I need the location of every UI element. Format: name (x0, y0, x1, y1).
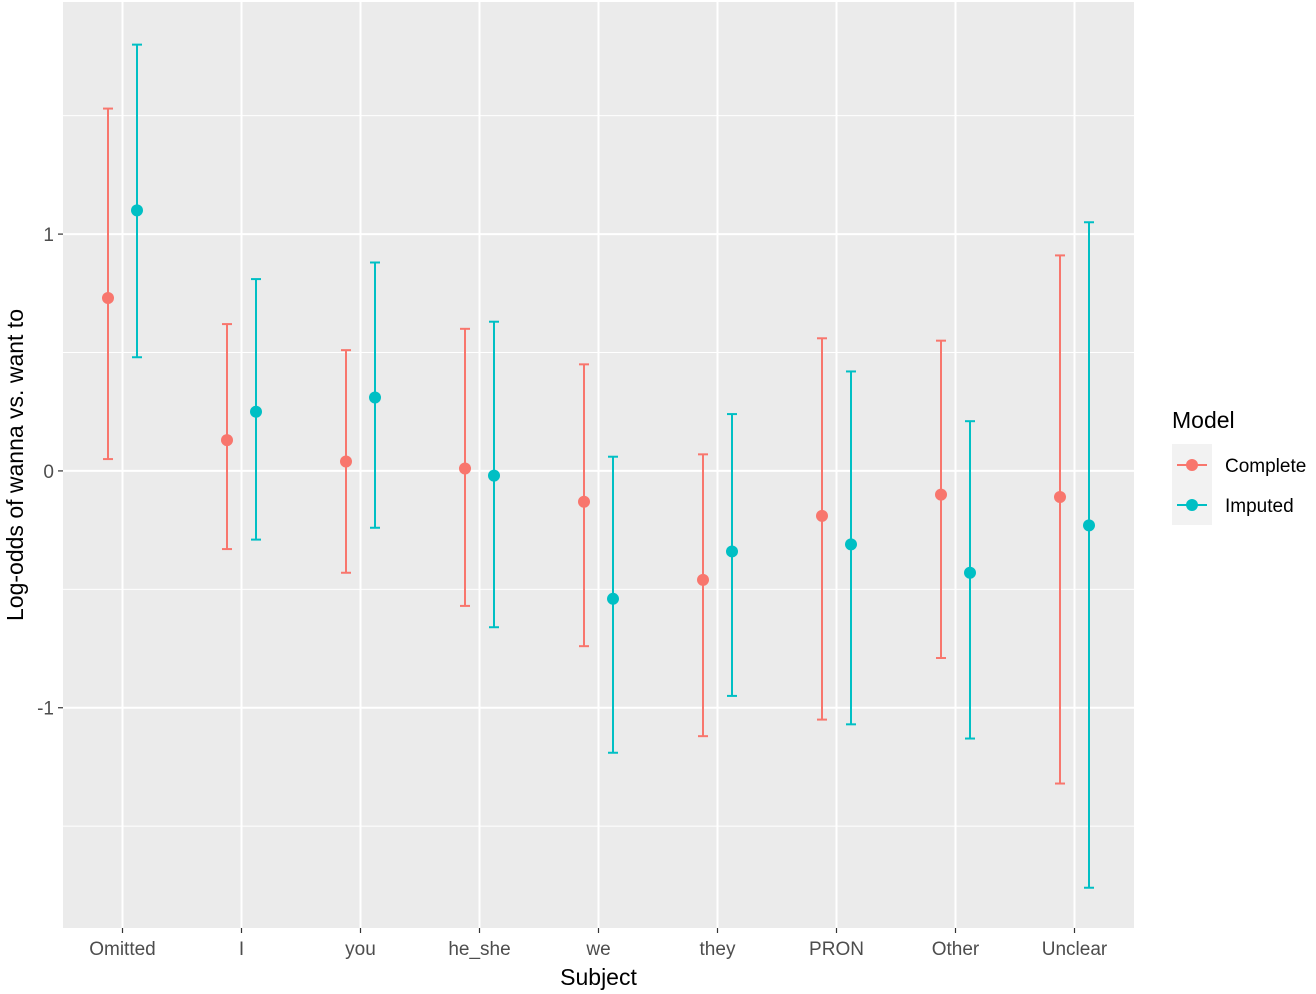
x-tick-label: PRON (809, 939, 864, 960)
x-tick-label: he_she (448, 939, 510, 960)
series-complete (102, 107, 1066, 785)
x-tick-label: I (239, 939, 244, 960)
point-estimate (250, 405, 262, 418)
legend-item-complete: Complete (1177, 456, 1306, 477)
legend-keys-background (1172, 444, 1212, 525)
point-estimate (369, 391, 381, 404)
point-estimate (578, 495, 590, 508)
legend-label: Imputed (1225, 496, 1294, 517)
legend-key-point (1186, 459, 1198, 471)
y-axis: -1 0 1 (37, 225, 63, 720)
point-estimate (459, 462, 471, 475)
point-estimate (221, 434, 233, 447)
legend-item-imputed: Imputed (1177, 496, 1294, 517)
point-estimate (488, 469, 500, 482)
point-estimate (697, 573, 709, 586)
x-tick-label: they (700, 939, 736, 960)
series-imputed (131, 43, 1095, 889)
legend-title: Model (1172, 407, 1235, 433)
x-tick-label: you (345, 939, 376, 960)
legend-key-point (1186, 499, 1198, 511)
point-estimate (1054, 490, 1066, 503)
point-estimate (102, 292, 114, 305)
point-estimate (726, 545, 738, 558)
x-axis-title: Subject (560, 964, 637, 990)
x-tick-label: Unclear (1042, 939, 1108, 960)
legend: Model Complete Imputed (1172, 407, 1306, 525)
y-tick-label: 1 (43, 225, 54, 246)
point-estimate (816, 509, 828, 522)
point-estimate (964, 566, 976, 579)
y-tick-label: -1 (37, 699, 54, 720)
point-estimate (845, 538, 857, 551)
x-tick-label: Omitted (89, 939, 156, 960)
point-estimate (935, 488, 947, 501)
point-estimate (131, 204, 143, 217)
y-axis-title: Log-odds of wanna vs. want to (2, 309, 28, 621)
y-tick-label: 0 (43, 462, 54, 483)
point-estimate (340, 455, 352, 468)
legend-label: Complete (1225, 456, 1306, 477)
point-estimate (1083, 519, 1095, 532)
point-estimate (607, 592, 619, 605)
major-gridlines (63, 2, 1134, 928)
series-layer (102, 43, 1095, 889)
x-tick-label: Other (932, 939, 980, 960)
x-tick-label: we (585, 939, 610, 960)
